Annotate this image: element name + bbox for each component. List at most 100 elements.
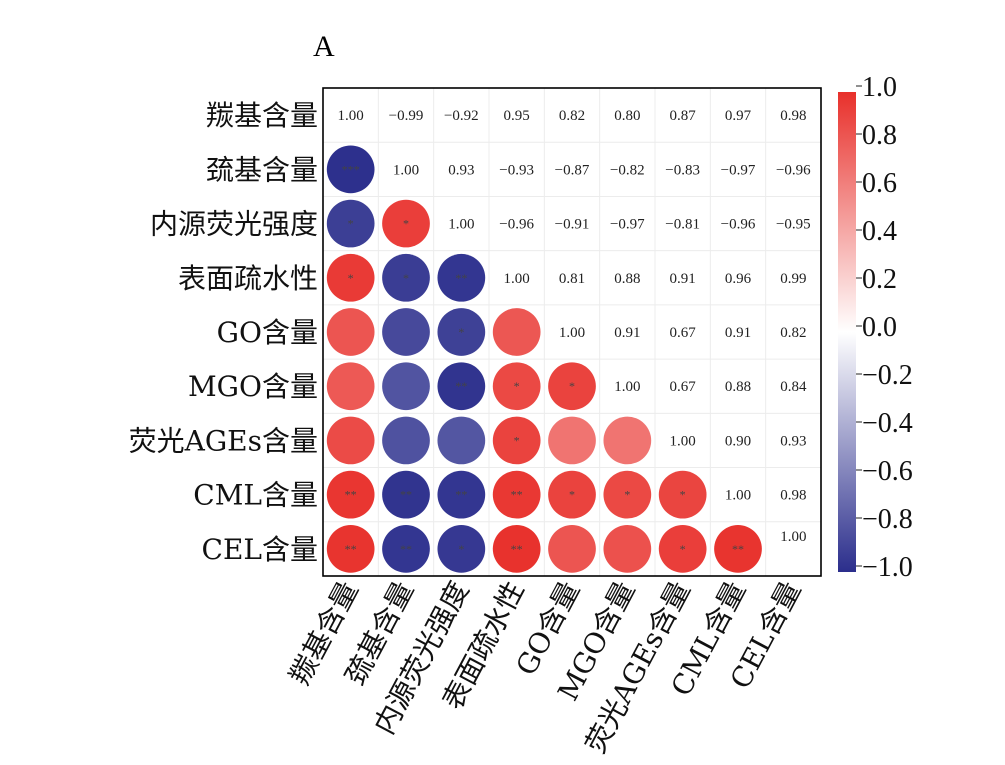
correlation-value: 0.67 — [670, 379, 697, 395]
significance-mark: ** — [455, 271, 467, 285]
correlation-circle — [326, 525, 375, 573]
significance-mark: * — [514, 433, 520, 447]
row-label: CEL含量 — [202, 533, 318, 566]
correlation-value: 0.67 — [670, 325, 697, 341]
correlation-value: 1.00 — [670, 433, 696, 449]
significance-mark: * — [348, 271, 354, 285]
significance-mark: * — [403, 271, 409, 285]
significance-mark: * — [680, 488, 686, 502]
significance-mark: ** — [345, 542, 357, 556]
correlation-circle — [714, 525, 762, 573]
significance-mark: *** — [342, 162, 360, 176]
correlation-value: 0.93 — [780, 433, 806, 449]
colorbar-tick-label: 0.0 — [862, 312, 897, 343]
correlation-circle — [437, 253, 486, 302]
correlation-circle — [603, 416, 652, 465]
correlation-circle — [382, 308, 430, 356]
colorbar-tick-label: 0.4 — [862, 216, 897, 247]
correlation-value: 0.91 — [670, 271, 696, 287]
correlation-value: −0.92 — [444, 108, 479, 124]
correlation-circle — [548, 525, 596, 573]
correlation-value: −0.81 — [665, 217, 700, 233]
significance-mark: ** — [345, 488, 357, 502]
colorbar — [838, 92, 856, 572]
correlation-value: 0.82 — [780, 325, 806, 341]
correlation-circle — [492, 416, 541, 465]
correlation-value: 1.00 — [725, 488, 751, 504]
correlation-circle — [492, 308, 541, 356]
correlation-value: 0.95 — [504, 108, 530, 124]
correlation-circle — [382, 199, 430, 248]
correlation-value: −0.87 — [555, 162, 590, 178]
correlation-circle — [437, 470, 486, 519]
correlation-value: 0.88 — [725, 379, 751, 395]
correlation-value: 0.80 — [614, 108, 640, 124]
correlation-value: −0.82 — [610, 162, 645, 178]
correlation-circle — [548, 416, 596, 465]
correlation-circle — [326, 199, 375, 248]
row-label: 内源荧光强度 — [150, 208, 318, 241]
correlation-value: 1.00 — [448, 217, 474, 233]
correlation-circle — [437, 362, 486, 411]
significance-mark: * — [458, 542, 464, 556]
correlation-circle — [382, 416, 430, 465]
correlation-circle — [658, 525, 707, 573]
plot-frame — [322, 87, 822, 577]
correlation-circle — [326, 145, 375, 194]
correlation-value: −0.83 — [665, 162, 700, 178]
correlation-value: 0.90 — [725, 433, 751, 449]
row-label: CML含量 — [193, 479, 318, 512]
correlation-value: −0.93 — [499, 162, 534, 178]
row-label: 羰基含量 — [206, 99, 318, 132]
correlation-circle — [326, 362, 375, 411]
significance-mark: ** — [455, 488, 467, 502]
correlation-value: 1.00 — [780, 529, 806, 545]
significance-mark: * — [680, 542, 686, 556]
significance-mark: * — [569, 488, 575, 502]
correlation-value: 1.00 — [504, 271, 530, 287]
correlation-circle — [548, 362, 596, 411]
colorbar-tick-label: 1.0 — [862, 72, 897, 103]
grid — [323, 88, 821, 576]
significance-mark: ** — [732, 542, 744, 556]
correlation-value: 0.98 — [780, 108, 806, 124]
correlation-value: 0.91 — [725, 325, 751, 341]
correlation-value: 0.99 — [780, 271, 806, 287]
correlation-value: 1.00 — [393, 162, 419, 178]
colorbar-tick-label: 0.2 — [862, 264, 897, 295]
row-label: 荧光AGEs含量 — [129, 424, 318, 457]
colorbar-tick-label: −0.6 — [862, 456, 913, 487]
correlation-value: −0.96 — [721, 217, 756, 233]
panel-label: A — [313, 30, 335, 63]
correlation-value: 0.87 — [670, 108, 697, 124]
correlation-value: 1.00 — [559, 325, 585, 341]
correlation-value: 0.82 — [559, 108, 585, 124]
row-label: GO含量 — [217, 316, 318, 349]
correlation-circle — [492, 362, 541, 411]
correlation-circle — [382, 525, 430, 573]
correlation-value: 0.88 — [614, 271, 640, 287]
correlation-value: −0.97 — [610, 217, 645, 233]
correlation-circle — [437, 416, 486, 465]
correlation-circle — [326, 253, 375, 302]
significance-mark: * — [403, 217, 409, 231]
correlation-value: −0.99 — [389, 108, 424, 124]
correlation-circle — [658, 470, 707, 519]
significance-mark: ** — [400, 542, 412, 556]
colorbar-tick-label: 0.6 — [862, 168, 897, 199]
correlation-value: −0.96 — [776, 162, 811, 178]
correlation-value: −0.97 — [721, 162, 756, 178]
correlation-value: 0.93 — [448, 162, 474, 178]
correlation-circle — [603, 470, 652, 519]
correlation-value: −0.91 — [555, 217, 590, 233]
correlation-value: 1.00 — [338, 108, 364, 124]
correlation-value: 0.81 — [559, 271, 585, 287]
correlation-circle — [492, 470, 541, 519]
correlation-value: 0.98 — [780, 488, 806, 504]
correlation-circle — [382, 253, 430, 302]
row-label: MGO含量 — [188, 370, 318, 403]
correlation-value: 1.00 — [614, 379, 640, 395]
colorbar-tick-label: −0.2 — [862, 360, 913, 391]
